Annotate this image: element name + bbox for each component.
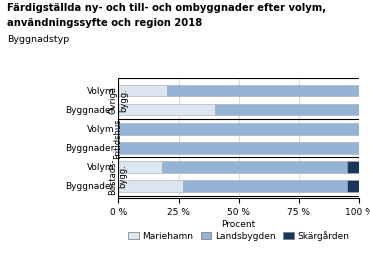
Text: Byggnadstyp: Byggnadstyp — [7, 35, 70, 44]
Legend: Mariehamn, Landsbygden, Skärgården: Mariehamn, Landsbygden, Skärgården — [124, 227, 353, 244]
Bar — [118, 104, 215, 115]
Bar — [184, 180, 347, 192]
Text: Övriga
bygg.: Övriga bygg. — [108, 86, 128, 114]
Text: Färdigställda ny- och till- och ombyggnader efter volym,: Färdigställda ny- och till- och ombyggna… — [7, 3, 326, 13]
X-axis label: Procent: Procent — [222, 220, 256, 229]
Bar — [166, 85, 359, 96]
Bar — [162, 161, 347, 173]
Bar — [118, 123, 359, 134]
Text: Fritidshus: Fritidshus — [113, 118, 122, 159]
Bar — [347, 180, 359, 192]
Text: användningssyfte och region 2018: användningssyfte och region 2018 — [7, 18, 203, 28]
Bar — [347, 161, 359, 173]
Bar — [118, 180, 184, 192]
Bar — [118, 85, 166, 96]
Bar — [215, 104, 359, 115]
Bar — [118, 142, 359, 153]
Text: Bostads-
bygg.: Bostads- bygg. — [108, 158, 127, 195]
Bar — [118, 161, 162, 173]
